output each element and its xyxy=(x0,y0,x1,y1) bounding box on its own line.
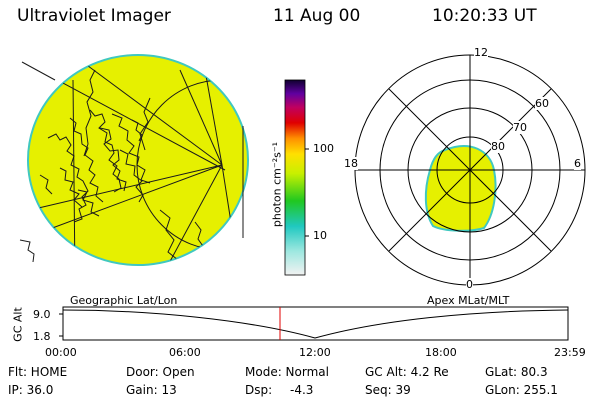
date-label: 11 Aug 00 xyxy=(273,6,361,26)
time-tick-0000: 00:00 xyxy=(45,346,77,359)
info-flt: Flt: HOME xyxy=(8,365,68,379)
polar-lat-70: 70 xyxy=(513,121,527,134)
altitude-tick-1-8: 1.8 xyxy=(33,330,51,343)
map-caption-geographic: Geographic Lat/Lon xyxy=(70,294,178,307)
info-glat: GLat: 80.3 xyxy=(485,365,548,379)
instrument-title: Ultraviolet Imager xyxy=(17,6,171,26)
time-tick-1200: 12:00 xyxy=(299,346,331,359)
colorbar-tick-100: 100 xyxy=(313,142,334,155)
info-ip: IP: 36.0 xyxy=(8,383,54,397)
time-tick-2359: 23:59 xyxy=(554,346,586,359)
polar-lat-80: 80 xyxy=(491,140,505,153)
polar-lat-60: 60 xyxy=(535,97,549,110)
polar-label-6: 6 xyxy=(574,157,581,170)
time-tick-0600: 06:00 xyxy=(169,346,201,359)
polar-label-12: 12 xyxy=(474,46,488,59)
polar-label-18: 18 xyxy=(344,157,358,170)
colorbar-tick-10: 10 xyxy=(313,229,327,242)
info-dsp: Dsp: xyxy=(245,383,273,397)
info-door: Door: Open xyxy=(126,365,195,379)
polar-label-0: 0 xyxy=(466,278,473,291)
info-glon: GLon: 255.1 xyxy=(485,383,558,397)
altitude-axis-label: GC Alt xyxy=(11,307,25,342)
time-label: 10:20:33 UT xyxy=(432,6,537,26)
info-seq: Seq: 39 xyxy=(365,383,411,397)
altitude-tick-9: 9.0 xyxy=(33,308,51,321)
time-tick-1800: 18:00 xyxy=(425,346,457,359)
info-gain: Gain: 13 xyxy=(126,383,177,397)
info-mode: Mode: Normal xyxy=(245,365,329,379)
info-gc-alt: GC Alt: 4.2 Re xyxy=(365,365,449,379)
map-caption-apex: Apex MLat/MLT xyxy=(427,294,510,307)
info-dsp-value: -4.3 xyxy=(290,383,314,397)
